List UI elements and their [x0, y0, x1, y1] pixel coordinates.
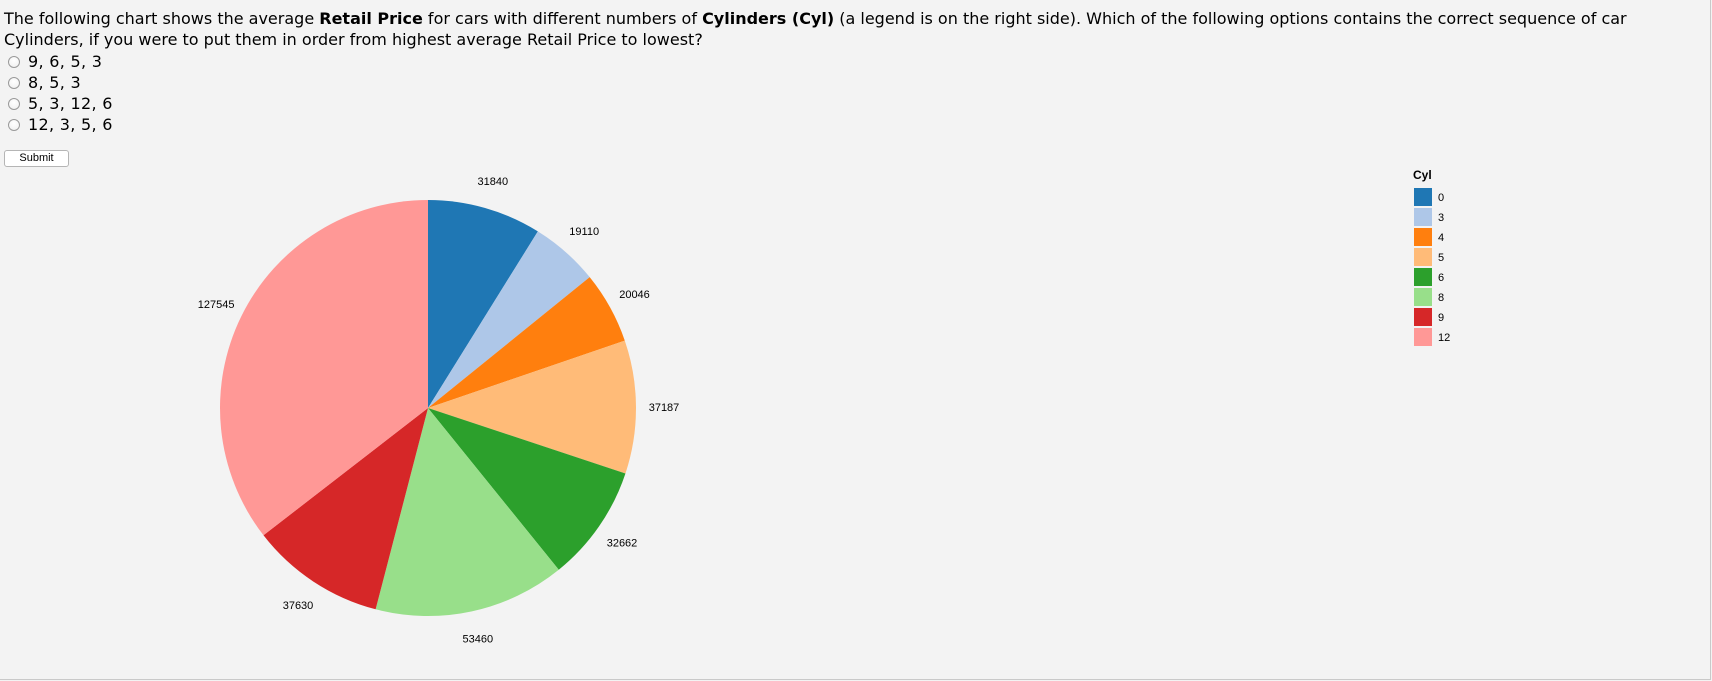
pie-slice-cyl-0 [428, 200, 538, 408]
radio-button[interactable] [8, 76, 20, 89]
slice-value-label: 37630 [283, 600, 314, 612]
legend-label: 12 [1438, 332, 1450, 344]
legend-label: 8 [1438, 292, 1444, 304]
legend-swatch [1414, 328, 1432, 346]
legend-label: 0 [1438, 192, 1444, 204]
pie-slice-cyl-3 [428, 231, 590, 408]
answer-option-label: 12, 3, 5, 6 [28, 115, 113, 134]
pie-slice-cyl-12 [220, 200, 428, 536]
legend-label: 5 [1438, 252, 1444, 264]
legend-items: 0 3 4 5 6 8 9 12 [1414, 188, 1450, 346]
pie-slice-cyl-5 [428, 340, 637, 474]
legend-swatch [1414, 248, 1432, 266]
answer-option[interactable]: 12, 3, 5, 6 [8, 114, 113, 135]
slice-value-label: 31840 [478, 176, 509, 188]
question-part: The following chart shows the average [4, 9, 320, 28]
answer-option-label: 9, 6, 5, 3 [28, 52, 103, 71]
question-part: (a legend is on the right side). Which o… [4, 9, 1627, 49]
pie-data-labels: 31840 19110 20046 37187 32662 53460 37630 12754… [198, 176, 680, 646]
slice-value-label: 53460 [463, 634, 494, 646]
slice-value-label: 127545 [198, 299, 235, 311]
slice-value-label: 32662 [607, 537, 638, 549]
radio-button[interactable] [8, 55, 20, 68]
legend-label: 6 [1438, 272, 1444, 284]
question-emphasis-cylinders: Cylinders (Cyl) [702, 9, 835, 28]
answer-option-label: 5, 3, 12, 6 [28, 94, 113, 113]
legend-title: Cyl [1413, 168, 1432, 182]
legend-swatch [1414, 268, 1432, 286]
legend-swatch [1414, 208, 1432, 226]
answer-option[interactable]: 8, 5, 3 [8, 72, 113, 93]
submit-button[interactable]: Submit [4, 150, 69, 167]
pie-slice-cyl-6 [428, 408, 626, 570]
legend-label: 3 [1438, 212, 1444, 224]
legend-swatch [1414, 308, 1432, 326]
pie-slice-cyl-4 [428, 277, 625, 408]
radio-button[interactable] [8, 118, 20, 131]
question-text: The following chart shows the average Re… [4, 8, 1694, 50]
legend-swatch [1414, 188, 1432, 206]
radio-button[interactable] [8, 97, 20, 110]
legend-swatch [1414, 288, 1432, 306]
pie-slice-cyl-8 [375, 408, 559, 617]
legend-label: 9 [1438, 312, 1444, 324]
answer-options: 9, 6, 5, 3 8, 5, 3 5, 3, 12, 6 12, 3, 5,… [8, 51, 113, 135]
slice-value-label: 20046 [619, 289, 650, 301]
legend: Cyl 0 3 4 5 6 8 9 12 [1413, 168, 1450, 346]
answer-option-label: 8, 5, 3 [28, 73, 81, 92]
question-emphasis-retail-price: Retail Price [319, 9, 423, 28]
pie-slice-cyl-9 [263, 408, 428, 610]
question-part: for cars with different numbers of [422, 9, 703, 28]
slice-value-label: 19110 [569, 226, 599, 238]
pie-slices [220, 200, 637, 617]
legend-label: 4 [1438, 232, 1444, 244]
slice-value-label: 37187 [649, 402, 680, 414]
legend-swatch [1414, 228, 1432, 246]
answer-option[interactable]: 9, 6, 5, 3 [8, 51, 113, 72]
answer-option[interactable]: 5, 3, 12, 6 [8, 93, 113, 114]
